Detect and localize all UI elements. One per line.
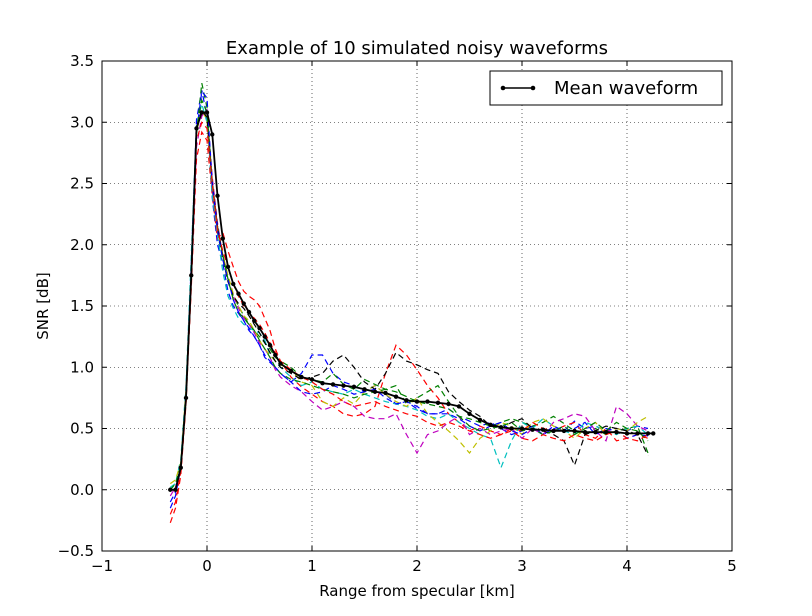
x-tick-label: 2 (412, 557, 422, 575)
plot-area (168, 82, 656, 524)
mean-waveform-point (225, 264, 231, 269)
mean-waveform-point (540, 427, 546, 432)
mean-waveform-point (572, 428, 577, 434)
mean-waveform-point (220, 236, 225, 241)
mean-waveform-point (204, 110, 210, 115)
x-tick-label: 0 (202, 557, 212, 575)
mean-waveform-point (183, 395, 189, 401)
x-tick-label: 4 (622, 557, 632, 575)
mean-waveform-point (194, 126, 199, 131)
mean-waveform-point (435, 400, 441, 405)
chart-title: Example of 10 simulated noisy waveforms (226, 38, 608, 59)
mean-waveform-point (210, 132, 215, 137)
x-tick-label: 5 (727, 557, 737, 575)
mean-waveform-point (519, 426, 525, 431)
mean-waveform-line (170, 111, 654, 491)
mean-waveform-point (467, 411, 472, 416)
mean-waveform-point (362, 387, 367, 392)
mean-waveform-point (530, 427, 535, 432)
noisy-waveform-line (169, 101, 649, 488)
mean-waveform-point (288, 368, 294, 374)
mean-waveform-point (446, 401, 451, 407)
mean-waveform-point (173, 487, 178, 492)
mean-waveform-point (551, 428, 556, 434)
legend-marker-right (530, 85, 536, 91)
x-tick-label: 3 (517, 557, 527, 575)
legend: Mean waveform (489, 70, 723, 106)
mean-waveform-point (561, 428, 567, 434)
mean-waveform-point (246, 309, 252, 315)
mean-waveform-point (199, 110, 204, 115)
mean-waveform-point (414, 399, 420, 404)
x-axis-label: Range from specular [km] (319, 582, 515, 600)
mean-waveform-point (309, 377, 315, 382)
mean-waveform-point (425, 399, 430, 404)
mean-waveform-point (498, 425, 504, 430)
mean-waveform-point (477, 417, 483, 423)
y-tick-label: 2.0 (70, 236, 94, 254)
mean-waveform-point (273, 352, 278, 358)
mean-waveform-point (645, 431, 651, 436)
y-tick-label: 1.0 (70, 358, 94, 376)
y-axis-label: SNR [dB] (34, 272, 52, 339)
mean-waveform-point (582, 429, 588, 435)
mean-waveform-point (593, 429, 598, 435)
mean-waveform-point (372, 389, 378, 394)
mean-waveform-point (603, 429, 609, 435)
mean-waveform-point (252, 318, 257, 323)
mean-waveform-point (262, 334, 267, 339)
y-tick-label: 3.5 (70, 52, 94, 70)
mean-waveform-point (241, 301, 246, 306)
mean-waveform-point (257, 325, 262, 331)
grid-lines (102, 61, 732, 551)
mean-waveform-point (267, 343, 273, 348)
mean-waveform-point (320, 380, 325, 386)
mean-waveform-point (404, 398, 409, 403)
axis-ticks: −1 0 1 2 3 4 5 −0.5 0.0 0.5 1.0 1.5 2.0 2.5 3.0 3.5 (58, 52, 737, 575)
mean-waveform-point (231, 281, 236, 287)
y-tick-label: −0.5 (58, 542, 94, 560)
mean-waveform-point (635, 431, 640, 436)
mean-waveform-point (178, 465, 183, 470)
mean-waveform-point (168, 487, 173, 492)
x-tick-label: −1 (91, 557, 113, 575)
x-tick-label: 1 (307, 557, 317, 575)
noisy-waveform-line (169, 90, 649, 509)
legend-marker-left (500, 85, 506, 91)
mean-waveform-point (330, 382, 336, 387)
y-tick-label: 3.0 (70, 113, 94, 131)
legend-entry-label: Mean waveform (554, 78, 698, 99)
mean-waveform-point (351, 384, 357, 390)
noisy-waveform-line (169, 121, 649, 515)
mean-waveform-point (624, 431, 630, 436)
mean-waveform-point (341, 383, 346, 388)
y-tick-label: 0.0 (70, 481, 94, 499)
mean-waveform-point (215, 193, 220, 198)
mean-waveform-point (299, 374, 304, 380)
noisy-waveform-line (169, 82, 649, 491)
mean-waveform-point (278, 361, 283, 366)
mean-waveform-point (488, 422, 493, 428)
mean-waveform-point (393, 394, 399, 399)
mean-waveform-point (614, 429, 619, 435)
y-tick-label: 1.5 (70, 297, 94, 315)
mean-waveform-point (383, 390, 388, 396)
mean-waveform-point (189, 273, 194, 278)
mean-waveform-point (509, 426, 514, 431)
y-tick-label: 0.5 (70, 420, 94, 438)
mean-waveform-point (456, 404, 462, 409)
y-tick-label: 2.5 (70, 175, 94, 193)
legend-box (489, 70, 723, 106)
mean-waveform-point (651, 431, 656, 436)
mean-waveform-point (236, 291, 241, 296)
